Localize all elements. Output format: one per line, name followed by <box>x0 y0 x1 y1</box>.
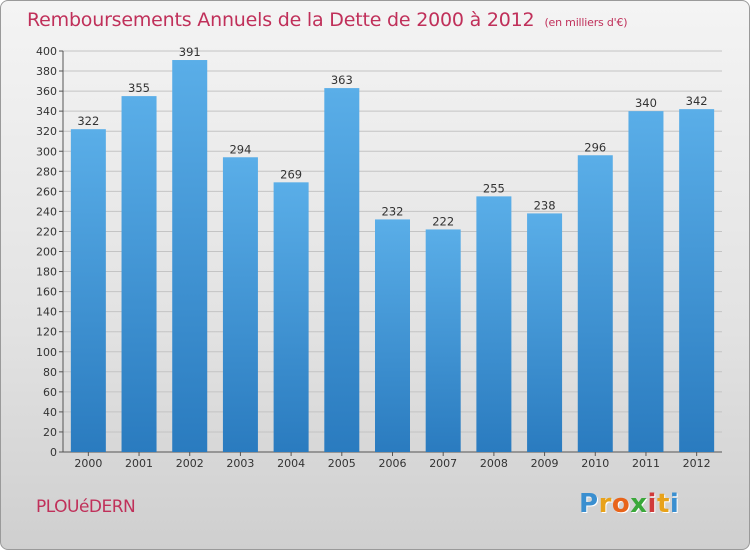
bar-2010 <box>577 155 613 452</box>
bar-2006 <box>375 219 410 452</box>
bar-2004 <box>273 182 309 452</box>
y-tick-label: 120 <box>36 326 57 339</box>
chart-title: Remboursements Annuels de la Dette de 20… <box>27 9 628 31</box>
y-tick-label: 400 <box>36 45 57 58</box>
logo-letter: i <box>669 489 680 519</box>
bar-2008 <box>476 196 512 452</box>
x-tick-label-2011: 2011 <box>632 457 660 470</box>
y-tick-label: 260 <box>36 185 57 198</box>
x-tick-label-2000: 2000 <box>74 457 102 470</box>
value-label-2012: 342 <box>686 94 708 108</box>
bar-2007 <box>425 229 461 452</box>
bar-2002 <box>172 60 208 453</box>
value-label-2003: 294 <box>229 142 251 156</box>
y-tick-label: 280 <box>36 165 57 178</box>
y-tick-label: 380 <box>36 65 57 78</box>
logo-letter: x <box>630 489 648 519</box>
bar-2000 <box>70 129 106 452</box>
value-label-2009: 238 <box>534 198 556 212</box>
y-tick-label: 360 <box>36 85 57 98</box>
value-label-2010: 296 <box>584 140 606 154</box>
value-label-2007: 222 <box>432 214 454 228</box>
value-label-2000: 322 <box>77 114 99 128</box>
commune-name: PLOUéDERN <box>36 497 136 517</box>
proxiti-logo: Proxiti <box>579 489 679 519</box>
x-tick-label-2003: 2003 <box>226 457 254 470</box>
bar-2012 <box>679 109 715 453</box>
value-label-2005: 363 <box>331 73 353 87</box>
y-tick-label: 60 <box>43 386 57 399</box>
y-tick-label: 180 <box>36 266 57 279</box>
x-tick-label-2004: 2004 <box>277 457 305 470</box>
bar-2005 <box>324 88 360 452</box>
chart-subtitle: (en milliers d'€) <box>544 16 628 29</box>
bar-2001 <box>121 96 157 453</box>
logo-letter: r <box>598 489 612 519</box>
value-label-2001: 355 <box>128 81 150 95</box>
y-tick-label: 80 <box>43 366 57 379</box>
x-tick-label-2008: 2008 <box>480 457 508 470</box>
labels: 0 20 40 60 80 100 120 140 160 180 200 220 240 260 280 3… <box>36 45 711 470</box>
y-tick-label: 240 <box>36 205 57 218</box>
y-tick-label: 100 <box>36 346 57 359</box>
y-tick-label: 20 <box>43 426 57 439</box>
chart-title-text: Remboursements Annuels de la Dette de 20… <box>27 9 535 31</box>
x-tick-label-2010: 2010 <box>581 457 609 470</box>
value-label-2002: 391 <box>179 45 201 59</box>
bar-2009 <box>527 213 563 452</box>
x-tick-label-2001: 2001 <box>125 457 153 470</box>
value-label-2006: 232 <box>382 204 404 218</box>
logo-letter: P <box>579 489 599 519</box>
x-tick-label-2009: 2009 <box>531 457 559 470</box>
x-tick-label-2005: 2005 <box>328 457 356 470</box>
y-tick-label: 300 <box>36 145 57 158</box>
logo-letter: o <box>611 489 631 519</box>
y-tick-label: 40 <box>43 406 57 419</box>
x-tick-label-2002: 2002 <box>176 457 204 470</box>
x-tick-label-2012: 2012 <box>683 457 711 470</box>
logo-letter: t <box>656 489 670 519</box>
bars <box>70 60 715 453</box>
logo-letter: i <box>647 489 657 519</box>
value-label-2004: 269 <box>280 167 302 181</box>
y-tick-label: 160 <box>36 286 57 299</box>
x-tick-label-2007: 2007 <box>429 457 457 470</box>
value-label-2008: 255 <box>483 181 505 195</box>
x-tick-label-2006: 2006 <box>379 457 407 470</box>
value-label-2011: 340 <box>635 96 657 110</box>
y-tick-label: 0 <box>50 446 57 459</box>
y-tick-label: 200 <box>36 246 57 259</box>
y-tick-label: 140 <box>36 306 57 319</box>
bar-2011 <box>628 111 664 453</box>
bar-2003 <box>222 157 258 452</box>
y-tick-label: 340 <box>36 105 57 118</box>
y-tick-label: 220 <box>36 225 57 238</box>
y-tick-label: 320 <box>36 125 57 138</box>
